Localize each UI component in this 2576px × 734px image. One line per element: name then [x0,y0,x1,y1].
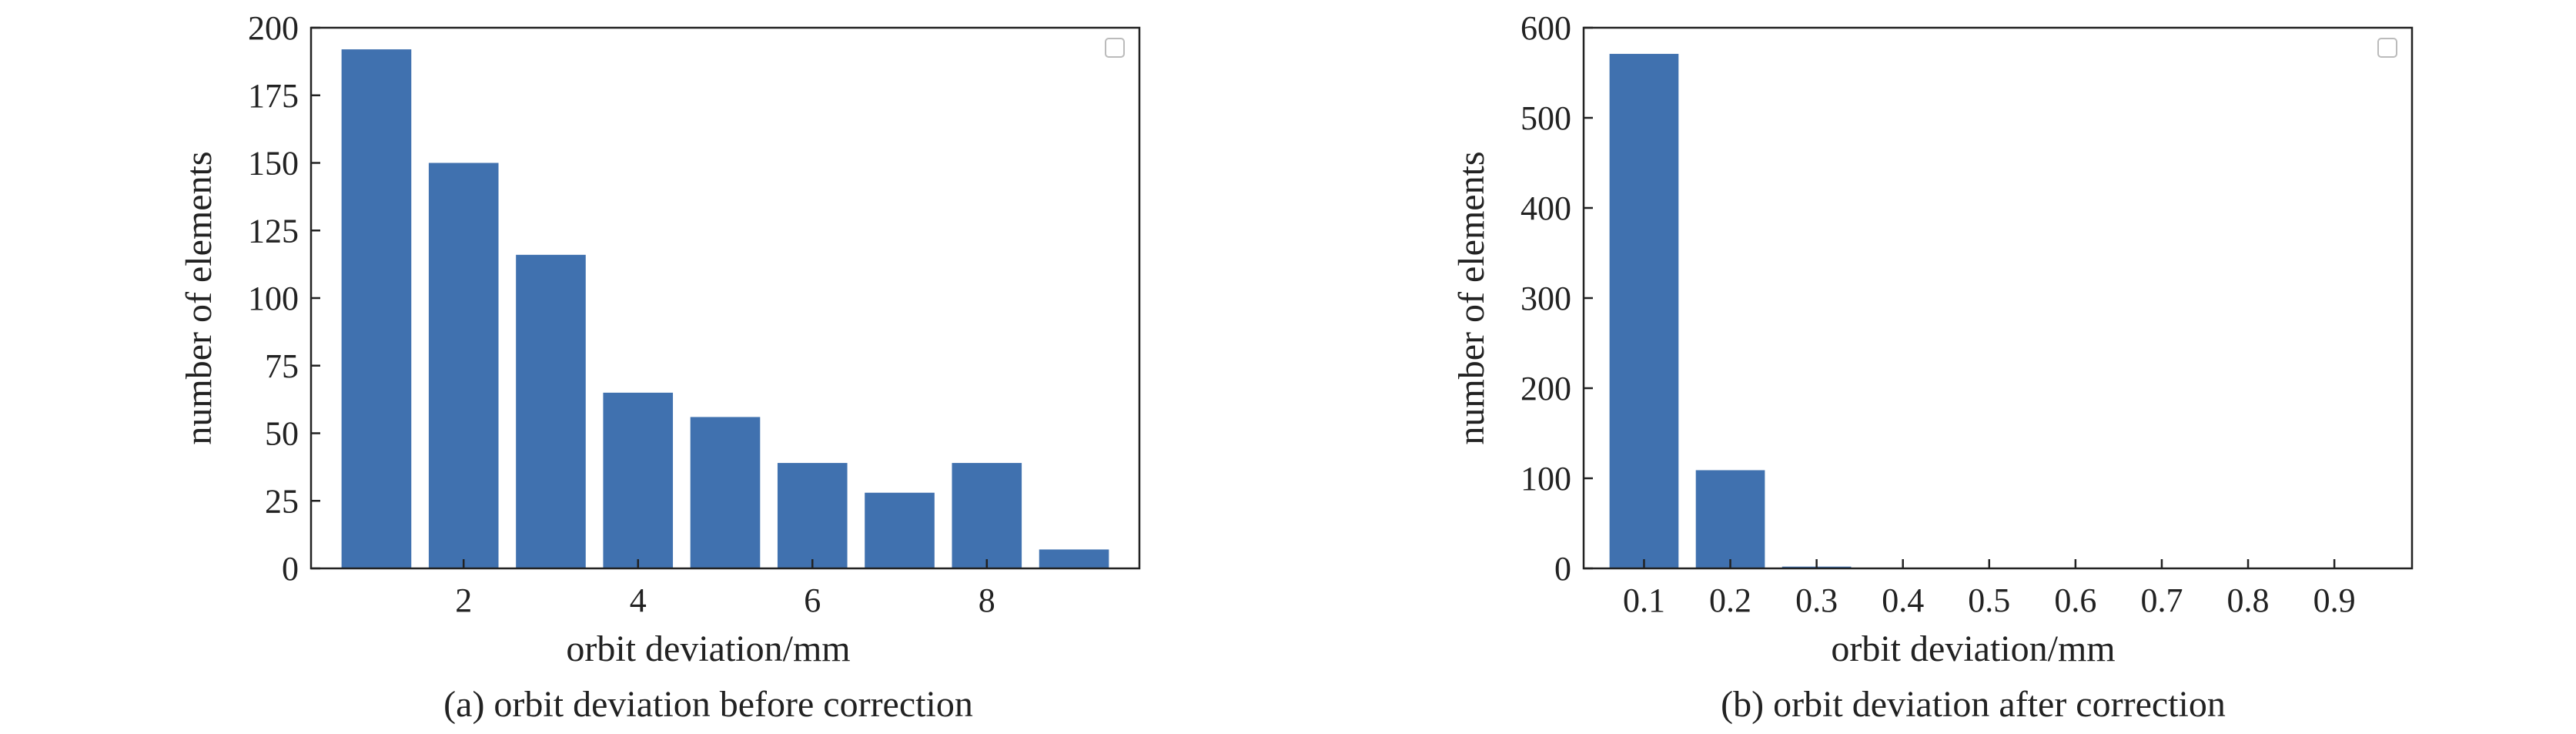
y-tick-label: 25 [265,482,299,520]
y-tick-label: 50 [265,415,299,453]
y-tick-label: 150 [248,145,299,183]
bar [777,463,848,568]
bar [516,254,586,568]
chart-panel-a: 0 25 50 75 100 125 150 175 200 2 4 6 8 orbit deviatio… [179,9,1141,725]
x-tick-label: 0.8 [2227,582,2270,619]
y-axis-label: number of elements [179,151,219,444]
y-tick-label: 125 [248,212,299,250]
x-tick-label: 0.6 [2054,582,2096,619]
legend-box [2377,38,2397,58]
x-tick-label: 0.4 [1882,582,1924,619]
x-tick-label: 6 [804,582,821,619]
x-axis-label: orbit deviation/mm [566,628,850,669]
chart-panel-b: 0 100 200 300 400 500 600 0.1 0.2 0.3 0.4 0.5 0.6 0.7… [1451,9,2414,725]
y-tick-label: 100 [1521,460,1571,498]
y-tick-label: 600 [1521,9,1571,47]
y-tick-label: 175 [248,77,299,115]
x-tick-label: 0.2 [1709,582,1751,619]
bar [865,492,935,568]
x-tick-label: 4 [630,582,647,619]
panel-caption: (b) orbit deviation after correction [1721,684,2226,725]
bar [690,417,761,568]
legend-box [1105,38,1125,58]
y-tick-label: 0 [282,550,299,588]
y-tick-label: 0 [1554,550,1571,588]
x-axis-label: orbit deviation/mm [1831,628,2115,669]
bar [1695,470,1765,568]
bar [428,163,499,568]
x-tick-label: 0.9 [2313,582,2356,619]
y-tick-label: 200 [1521,370,1571,407]
bar [341,49,412,568]
x-tick-label: 8 [979,582,995,619]
x-tick-label: 0.7 [2140,582,2183,619]
y-axis-label: number of elements [1451,151,1492,444]
y-tick-label: 75 [265,347,299,385]
bar [952,463,1022,568]
y-tick-label: 200 [248,9,299,47]
panel-caption: (a) orbit deviation before correction [443,684,973,725]
y-tick-label: 100 [248,280,299,317]
bar [1609,53,1679,569]
bar [1039,549,1109,568]
y-tick-label: 300 [1521,280,1571,317]
x-tick-label: 0.3 [1795,582,1838,619]
y-tick-label: 500 [1521,99,1571,137]
x-tick-label: 2 [455,582,472,619]
x-tick-label: 0.1 [1623,582,1665,619]
bar [603,392,674,568]
y-tick-label: 400 [1521,189,1571,227]
x-tick-label: 0.5 [1968,582,2010,619]
